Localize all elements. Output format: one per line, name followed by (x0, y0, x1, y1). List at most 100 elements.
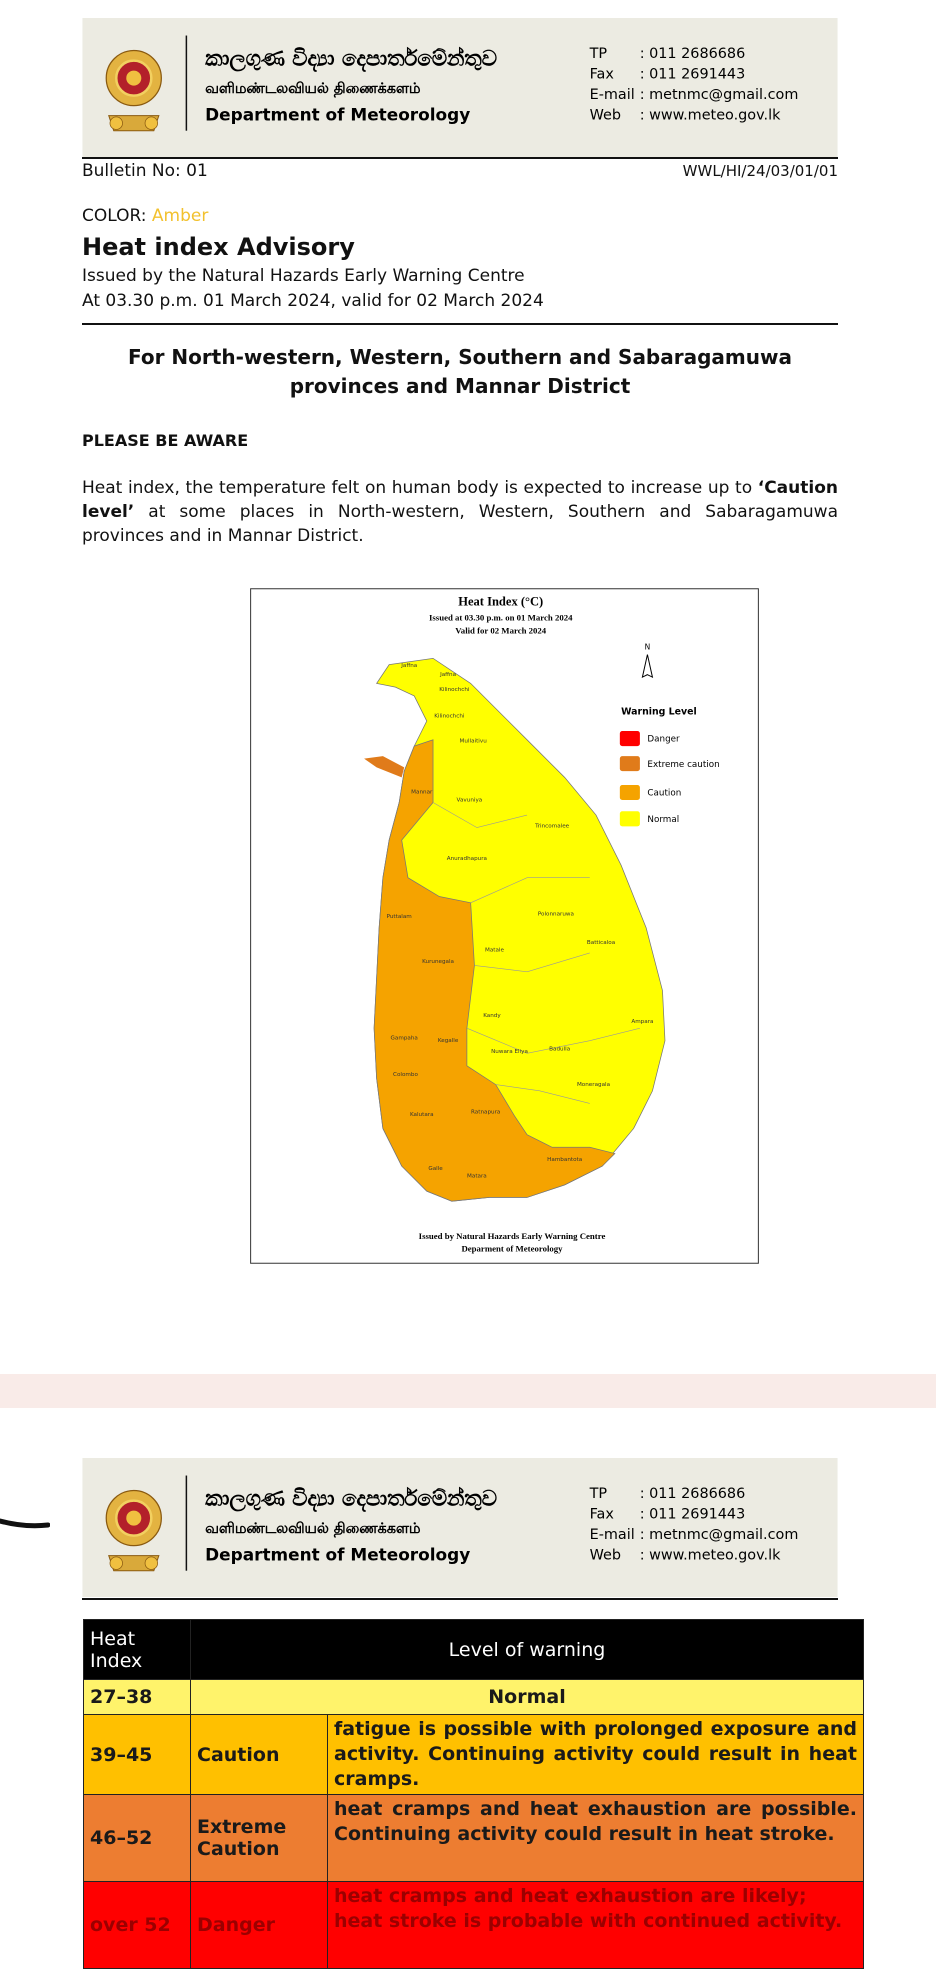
issued-at: At 03.30 p.m. 01 March 2024, valid for 0… (82, 291, 544, 311)
contact-value: : 011 2686686 (640, 46, 746, 62)
legend-swatch (619, 811, 640, 827)
district-label: Colombo (393, 1072, 418, 1078)
legend-label: Danger (647, 735, 680, 745)
district-label: Hambantota (547, 1157, 582, 1163)
cell: 27–38 (83, 1679, 191, 1715)
title: Heat index Advisory (82, 233, 355, 261)
aware: PLEASE BE AWARE (82, 431, 249, 450)
header-english: Department of Meteorology (205, 105, 470, 125)
emblem-lion (126, 1510, 142, 1526)
contact-label: Fax (590, 67, 615, 83)
emblem-lion (126, 70, 142, 86)
contact-label: TP (589, 46, 608, 62)
district-label: Moneragala (577, 1082, 610, 1088)
district-label: Ampara (631, 1019, 653, 1025)
contact-label: Web (590, 1548, 621, 1564)
header-english: Department of Meteorology (205, 1545, 470, 1565)
subtitle: For North-western, Western, Southern and… (128, 345, 792, 398)
cell: over 52 (83, 1881, 191, 1969)
district-label: Kurunegala (422, 959, 454, 965)
contact-value: : metnmc@gmail.com (640, 1527, 799, 1543)
contact-label: Web (590, 108, 621, 124)
row-danger: over 52 Danger heat cramps and heat exhaus… (83, 1881, 864, 1969)
north-label: N (645, 643, 651, 652)
row-normal: 27–38 Normal (83, 1679, 864, 1715)
color-value: Amber (151, 206, 209, 226)
table-header: Heat Index Level of warning (83, 1619, 864, 1680)
header: කාලගුණ විද්‍යා දෙපාර්තමේන්තුව வளிமண்டலவிய… (82, 18, 838, 157)
map-footer: Issued by Natural Hazards Early Warning … (419, 1231, 606, 1241)
header-tamil: வளிமண்டலவியல் திணைக்களம் (205, 1521, 420, 1538)
district-label: Batticaloa (587, 940, 615, 946)
cell: heat cramps and heat exhaustion are like… (327, 1881, 864, 1969)
legend-label: Extreme caution (647, 760, 719, 770)
cell: heat cramps and heat exhaustion are poss… (327, 1794, 864, 1882)
district-label: Trincomalee (534, 824, 570, 830)
district-label: Kilinochchi (434, 713, 465, 719)
text: Heat index, the temperature felt on huma… (82, 478, 758, 498)
contact-value: : 011 2691443 (640, 1507, 746, 1523)
district-label: Mannar (411, 790, 433, 796)
north-arrow (641, 654, 654, 679)
map-issued: Issued at 03.30 p.m. on 01 March 2024 (429, 613, 573, 623)
district-label: Puttalam (387, 914, 412, 920)
text: at some places in North-western, Western… (82, 502, 838, 546)
legend-label: Caution (647, 789, 681, 799)
emblem-sun (109, 1556, 123, 1570)
legend-title: Warning Level (621, 707, 697, 718)
bulletin-reference: WWL/HI/24/03/01/01 (682, 162, 838, 180)
region-mannar (364, 756, 405, 778)
row-caution: 39–45 Caution fatigue is possible with pro… (83, 1714, 864, 1795)
color-line: COLOR: Amber (82, 204, 208, 228)
map-valid: Valid for 02 March 2024 (455, 625, 547, 635)
district-label: Jaffna (439, 672, 456, 678)
emblem-moon (144, 1556, 158, 1570)
cell: Normal (190, 1679, 864, 1715)
header-sinhala: කාලගුණ විද්‍යා දෙපාර්තමේන්තුව (205, 46, 497, 72)
contact-value: : 011 2686686 (640, 1486, 746, 1502)
page-break (0, 1374, 936, 1408)
contact-value: : www.meteo.gov.lk (640, 108, 781, 124)
cell: 46–52 (83, 1794, 191, 1882)
bulletin-number: Bulletin No: 01 (82, 161, 208, 181)
district-label: Matara (467, 1173, 487, 1179)
contact-label: Fax (590, 1507, 615, 1523)
district-label: Vavuniya (457, 797, 483, 803)
cell: fatigue is possible with prolonged expos… (327, 1714, 864, 1795)
district-label: Polonnaruwa (538, 911, 574, 917)
header-box (82, 1458, 838, 1597)
emphasis: ‘Caution level’ (82, 478, 838, 522)
district-label: Matale (485, 948, 505, 954)
header-cell: Heat Index (83, 1619, 191, 1680)
contact-label: TP (589, 1486, 608, 1502)
row-extreme: 46–52 Extreme Caution heat cramps and heat… (83, 1794, 864, 1882)
district-label: Kilinochchi (439, 687, 470, 693)
issued-by: Issued by the Natural Hazards Early Warn… (82, 266, 525, 286)
header-tamil: வளிமண்டலவியல் திணைக்களம் (205, 81, 420, 98)
region-caution (373, 739, 616, 1202)
district-label: Badulla (549, 1047, 570, 1053)
rule (82, 157, 838, 159)
district-label: Gampaha (391, 1035, 418, 1041)
rule (82, 1598, 838, 1600)
rule (82, 323, 838, 325)
map-title: Heat Index (°C) (458, 595, 543, 609)
district-label: Kegalle (438, 1038, 459, 1044)
contact-value: : 011 2691443 (640, 67, 746, 83)
pen-stroke (0, 1518, 50, 1529)
district-label: Nuwara Eliya (491, 1049, 528, 1055)
cell: 39–45 (83, 1714, 191, 1795)
district-label: Anuradhapura (447, 856, 487, 862)
district-borders (432, 802, 640, 1104)
emblem-moon (144, 116, 158, 130)
district-label: Kalutara (410, 1112, 434, 1118)
map-footer: Deparment of Meteorology (461, 1243, 563, 1253)
emblem-sun (109, 116, 123, 130)
legend-label: Normal (647, 815, 679, 825)
contact-label: E-mail (590, 1527, 635, 1543)
cell: Extreme Caution (190, 1794, 328, 1882)
legend-swatch (619, 784, 640, 801)
color-label: COLOR: (82, 206, 147, 226)
